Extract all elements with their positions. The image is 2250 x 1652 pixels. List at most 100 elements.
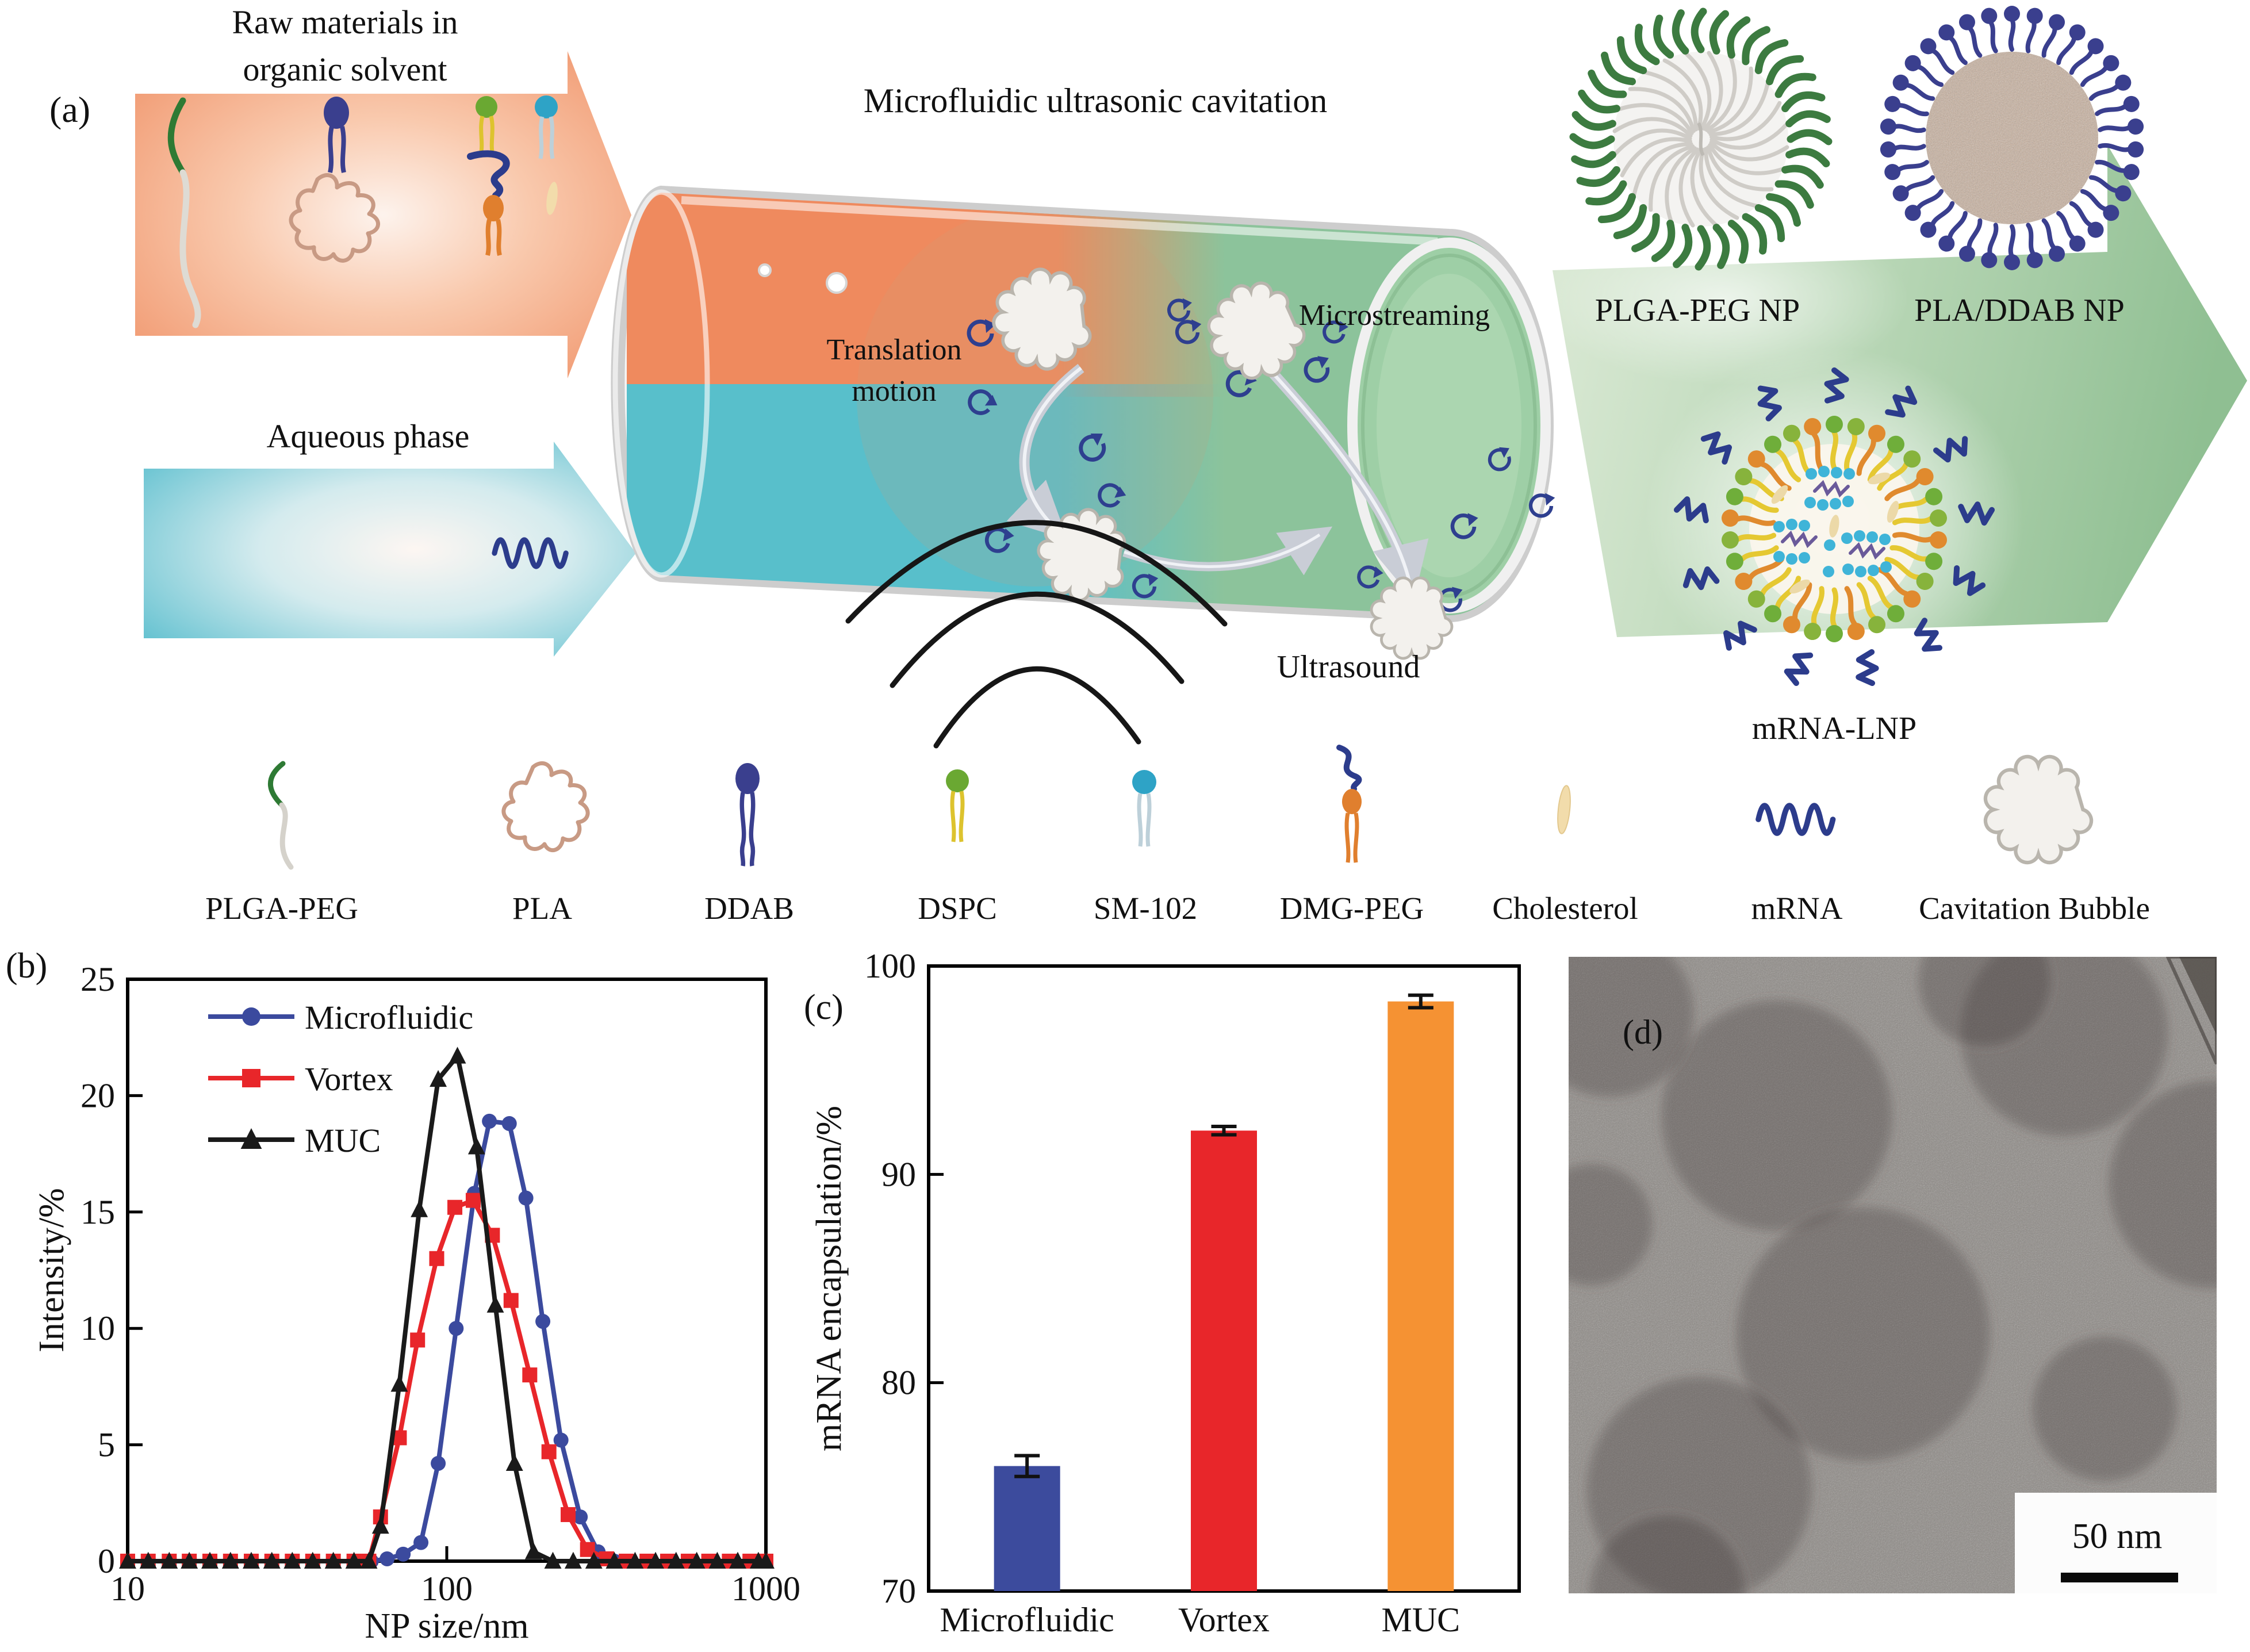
decor-path [1987,223,1999,257]
decor-circle [1804,497,1816,508]
decor-circle [1884,164,1901,181]
series-marker-MUC [505,1454,523,1471]
decor-g [1920,38,1955,75]
tem-particle-rim [1585,1511,1750,1593]
tem-particle [1569,1162,1655,1288]
decor-circle [2049,246,2065,262]
decor-g [1742,213,1768,255]
decor-g [1742,26,1770,66]
decor-path [1892,516,1933,526]
series-marker-MUC [564,1551,582,1569]
category-label-Microfluidic: Microfluidic [940,1601,1114,1639]
y-tick-label: 5 [98,1426,115,1464]
decor-path [1709,10,1729,55]
decor-g [1981,223,1999,269]
translation-label-line1: Translation [827,334,962,366]
decor-path [1930,201,1955,228]
tem-particle [1659,998,1895,1233]
decor-path [1891,124,1926,133]
y-tick-label: 20 [81,1076,115,1114]
decor-g [1880,141,1926,158]
decor-path [1891,144,1926,152]
decor-g [1844,417,1865,472]
tem-particle [1569,957,1696,1099]
tem-particle-rim [1569,957,1698,1101]
decor-circle [2049,14,2065,30]
decor-g [2080,189,2119,221]
panel-d-label: (d) [1623,1013,1663,1051]
decor-path [2056,35,2077,66]
decor-g [2069,201,2104,238]
decor-g [1920,201,1955,238]
decor-circle [1880,118,1896,135]
decor-g [1880,118,1926,135]
series-marker-MUC [430,1070,447,1087]
decor-circle [1916,468,1934,485]
panel-c-label: (c) [804,988,844,1027]
decor-g [1938,210,1968,252]
y-tick-label: 70 [881,1572,916,1610]
x-axis-title: NP size/nm [365,1607,528,1646]
decor-path [1704,56,1737,132]
decor-g [1690,148,1718,227]
tem-particle-rim [1914,957,2056,1051]
decor-circle [1841,532,1853,544]
decor-circle [1847,417,1865,435]
decor-path [1699,148,1739,220]
decor-circle [1904,205,1921,221]
decor-g [1643,70,1699,132]
series-marker-Microfluidic [482,1113,497,1129]
tem-particle [2106,1078,2217,1291]
decor-path [1742,26,1770,66]
series-marker-MUC [304,1551,321,1569]
decor-g [1726,16,1751,59]
decor-g [2098,118,2144,135]
series-marker-Vortex [561,1507,576,1523]
decor-circle [1930,531,1948,549]
decor-path [1708,143,1784,175]
decor-g [1856,582,1886,634]
decor-circle [1855,566,1866,577]
decor-path [1781,164,1824,189]
decor-circle [2103,205,2119,221]
decor-circle [1958,14,1975,30]
decor-g [1651,220,1676,262]
decor-path [1739,496,1779,513]
decor-path [1597,193,1636,224]
legend-label-cavitation-bubble: Cavitation Bubble [1919,891,2150,926]
decor-circle [1892,74,1909,91]
panel-c: (c) 70 80 90 100 mRNA encapsulation/% Microfl… [804,947,1521,1639]
decor-g [1649,144,1695,212]
decor-circle [1721,531,1739,549]
decor-circle [1826,416,1843,433]
category-label-Vortex: Vortex [1178,1601,1270,1639]
aqueous-phase-label: Aqueous phase [267,417,470,455]
decor-g [1721,509,1777,527]
decor-g [1672,9,1689,55]
decor-g [1856,424,1886,476]
decor-path [1578,89,1620,114]
decor-path [1754,39,1789,74]
decor-g [1764,435,1801,482]
decor-circle [1826,625,1843,642]
y-tick-label: 10 [81,1309,115,1347]
decor-g [1691,7,1707,53]
decor-path [1651,220,1676,262]
decor-path [1727,220,1749,264]
decor-g [1754,204,1785,243]
decor-g [1754,39,1789,74]
decor-path [1930,48,1955,75]
decor-path [1988,19,1998,53]
tube-left-cap [612,189,710,578]
ultrasound-label: Ultrasound [1277,649,1420,685]
decor-g [1684,51,1712,131]
decor-g [1774,180,1814,209]
decor-path [1760,567,1792,596]
decor-path [1585,180,1627,206]
decor-g [1632,141,1693,197]
decor-g [2004,6,2020,52]
decor-path [2095,160,2129,173]
decor-circle [1823,566,1834,577]
decor-path [1895,103,1929,116]
decor-path [1884,478,1921,501]
